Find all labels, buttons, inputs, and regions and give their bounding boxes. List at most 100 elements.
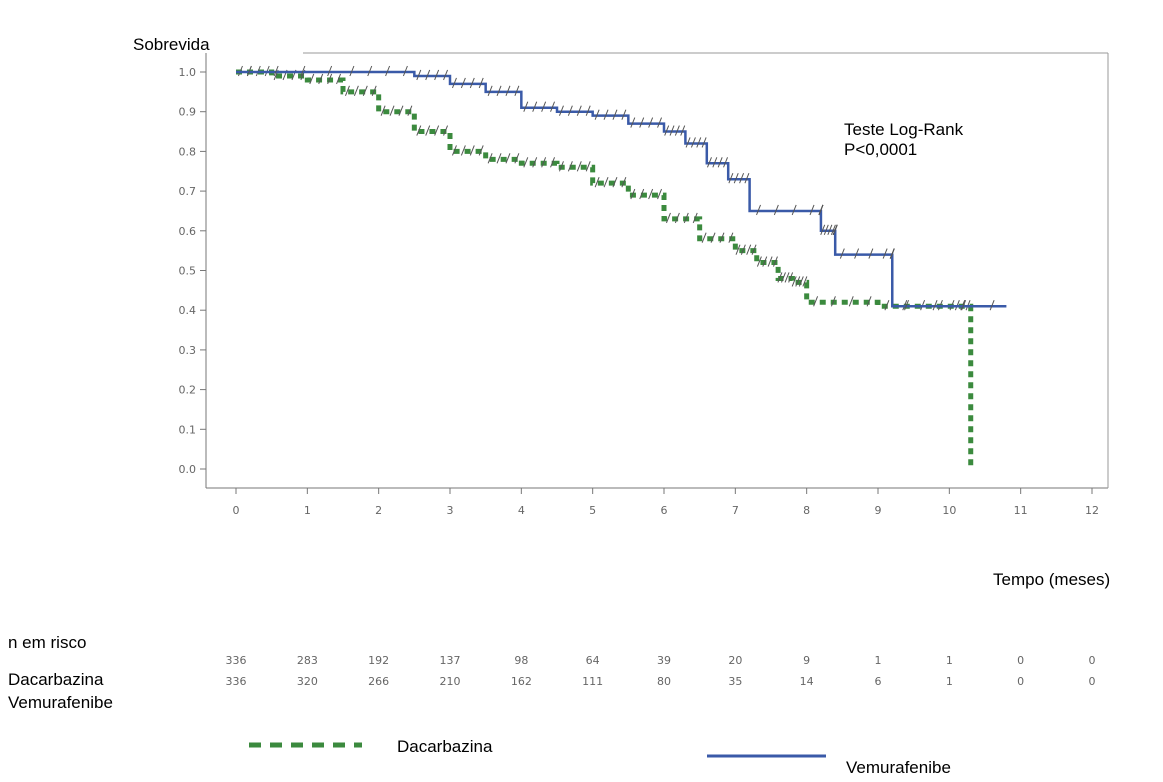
- censor-mark: [723, 157, 728, 168]
- legend: [249, 742, 826, 758]
- censor-mark: [680, 125, 686, 136]
- censor-mark: [505, 153, 511, 164]
- censor-mark: [389, 105, 395, 116]
- at-risk-value: 0: [1089, 654, 1096, 667]
- annotation-line-2: P<0,0001: [844, 140, 918, 159]
- censor-mark: [300, 65, 306, 77]
- censor-mark: [336, 73, 342, 85]
- y-axis-label: Sobrevida: [133, 35, 210, 54]
- censor-mark: [460, 145, 466, 156]
- censor-mark: [719, 232, 725, 243]
- at-risk-value: 336: [226, 675, 247, 688]
- censor-mark: [735, 244, 741, 255]
- x-axis-label: Tempo (meses): [993, 570, 1111, 589]
- censor-mark: [630, 188, 636, 200]
- censor-mark: [514, 85, 520, 97]
- censor-mark: [460, 77, 466, 89]
- at-risk-value: 98: [514, 654, 528, 667]
- censor-mark: [664, 125, 670, 136]
- x-axis-ticks: 0 1 2 3 4 5 6 7 8 9 10 11 12: [233, 488, 1099, 517]
- censor-mark: [309, 73, 315, 85]
- at-risk-value: 20: [728, 654, 742, 667]
- y-axis-ticks: 0.0 0.1 0.2 0.3 0.4 0.5 0.6 0.7 0.8 0.9 1.0: [179, 66, 206, 476]
- y-tick-label: 0.1: [179, 423, 197, 436]
- censor-mark: [349, 65, 355, 77]
- censor-mark: [532, 101, 538, 112]
- censor-mark: [550, 101, 556, 112]
- x-tick-label: 7: [732, 504, 739, 517]
- censor-mark: [443, 69, 449, 81]
- censor-mark: [407, 105, 413, 116]
- x-tick-label: 10: [942, 504, 956, 517]
- censor-mark: [701, 232, 707, 243]
- censor-mark: [784, 272, 790, 283]
- at-risk-value: 80: [657, 675, 671, 688]
- at-risk-value: 0: [1017, 675, 1024, 688]
- at-risk-value: 266: [368, 675, 389, 688]
- censor-mark: [385, 65, 391, 77]
- censor-mark: [739, 173, 745, 184]
- at-risk-value: 336: [226, 654, 247, 667]
- censor-mark: [712, 157, 718, 168]
- x-tick-label: 11: [1014, 504, 1028, 517]
- censor-mark: [777, 272, 783, 283]
- at-risk-value: 9: [803, 654, 810, 667]
- at-risk-value: 6: [875, 675, 882, 688]
- censor-mark: [961, 300, 967, 311]
- at-risk-row-label-vemurafenibe: Vemurafenibe: [8, 693, 113, 712]
- censor-mark: [798, 276, 804, 287]
- censor-mark: [701, 137, 707, 148]
- at-risk-value: 162: [511, 675, 532, 688]
- legend-label-dacarbazina: Dacarbazina: [397, 737, 493, 756]
- censor-mark: [767, 256, 773, 267]
- censor-mark: [882, 248, 888, 259]
- censor-mark: [505, 85, 511, 97]
- censor-mark: [657, 188, 663, 200]
- censor-mark: [576, 161, 582, 172]
- censor-mark: [802, 276, 808, 287]
- censor-mark: [868, 248, 874, 259]
- censor-mark: [707, 157, 712, 168]
- censor-mark: [683, 212, 689, 224]
- censor-mark: [327, 65, 333, 77]
- censor-mark: [639, 117, 645, 128]
- censor-mark: [523, 101, 529, 112]
- censor-mark: [353, 85, 359, 97]
- censor-mark: [318, 73, 324, 85]
- censor-mark: [818, 204, 824, 216]
- series-line-dacarbazina: [236, 69, 974, 469]
- y-tick-label: 1.0: [179, 66, 197, 79]
- y-tick-label: 0.4: [179, 304, 197, 317]
- at-risk-value: 0: [1089, 675, 1096, 688]
- censor-mark: [371, 85, 377, 97]
- censor-mark: [762, 256, 768, 267]
- censor-mark: [558, 161, 564, 172]
- censor-mark: [648, 117, 654, 128]
- censor-mark: [674, 125, 680, 136]
- censor-mark: [696, 137, 702, 148]
- censor-mark: [550, 157, 556, 168]
- censor-mark: [791, 276, 797, 287]
- x-tick-label: 5: [589, 504, 596, 517]
- censor-mark: [576, 105, 582, 116]
- censor-mark: [567, 105, 573, 116]
- censor-mark: [827, 224, 833, 235]
- x-tick-label: 1: [304, 504, 311, 517]
- censor-mark: [594, 109, 600, 120]
- censor-mark: [425, 69, 431, 81]
- censor-mark: [791, 204, 797, 216]
- censor-mark: [416, 125, 422, 136]
- y-tick-label: 0.7: [179, 185, 197, 198]
- at-risk-value: 1: [946, 675, 953, 688]
- at-risk-row-label-dacarbazina: Dacarbazina: [8, 670, 104, 689]
- censor-mark: [740, 244, 746, 255]
- censor-mark: [416, 69, 422, 81]
- censor-mark: [469, 145, 475, 156]
- censor-mark: [585, 161, 591, 172]
- censor-mark: [744, 173, 750, 184]
- censor-mark: [621, 176, 627, 188]
- censor-mark: [830, 296, 836, 307]
- censor-mark: [327, 73, 333, 85]
- y-tick-label: 0.6: [179, 225, 197, 238]
